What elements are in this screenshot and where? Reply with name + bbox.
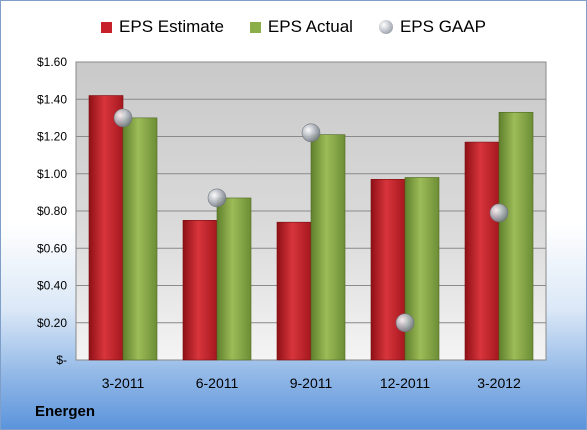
y-tick-label: $1.00 — [37, 167, 67, 181]
company-name: Energen — [35, 403, 96, 420]
y-tick-label: $0.60 — [37, 241, 67, 255]
bar-eps-estimate — [370, 179, 406, 361]
bar-eps-estimate — [88, 95, 124, 361]
legend: EPS Estimate EPS Actual EPS GAAP — [1, 17, 586, 37]
legend-swatch-actual — [249, 21, 261, 33]
legend-item-gaap: EPS GAAP — [378, 17, 486, 37]
bar-eps-actual — [216, 197, 252, 361]
legend-label-actual: EPS Actual — [267, 17, 353, 36]
legend-label-gaap: EPS GAAP — [399, 17, 486, 36]
point-eps-gaap — [113, 108, 133, 128]
point-eps-gaap — [395, 313, 415, 333]
x-tick-label: 9-2011 — [290, 375, 333, 391]
legend-item-estimate: EPS Estimate — [101, 17, 224, 37]
x-tick-label: 3-2011 — [102, 375, 145, 391]
x-tick-label: 3-2012 — [477, 375, 521, 391]
x-tick-label: 6-2011 — [196, 375, 239, 391]
bar-eps-actual — [122, 117, 158, 361]
y-tick-label: $1.20 — [37, 130, 67, 144]
legend-swatch-gaap — [378, 20, 393, 34]
point-eps-gaap — [207, 188, 227, 208]
legend-label-estimate: EPS Estimate — [119, 17, 224, 36]
point-eps-gaap — [301, 123, 321, 143]
x-tick-label: 12-2011 — [380, 375, 431, 391]
y-tick-label: $0.40 — [37, 279, 67, 293]
y-tick-label: $0.20 — [37, 316, 67, 330]
point-eps-gaap — [489, 203, 509, 223]
bar-eps-actual — [498, 111, 534, 361]
bar-eps-estimate — [464, 141, 500, 361]
y-tick-label: $0.80 — [37, 204, 67, 218]
bar-eps-actual — [310, 134, 346, 361]
y-tick-label: $1.40 — [37, 92, 67, 106]
legend-swatch-estimate — [101, 21, 113, 33]
bar-eps-estimate — [276, 221, 312, 361]
y-tick-label: $- — [56, 353, 67, 367]
y-tick-label: $1.60 — [37, 55, 67, 69]
bar-eps-estimate — [182, 220, 218, 361]
legend-item-actual: EPS Actual — [249, 17, 353, 37]
bar-eps-actual — [404, 177, 440, 361]
